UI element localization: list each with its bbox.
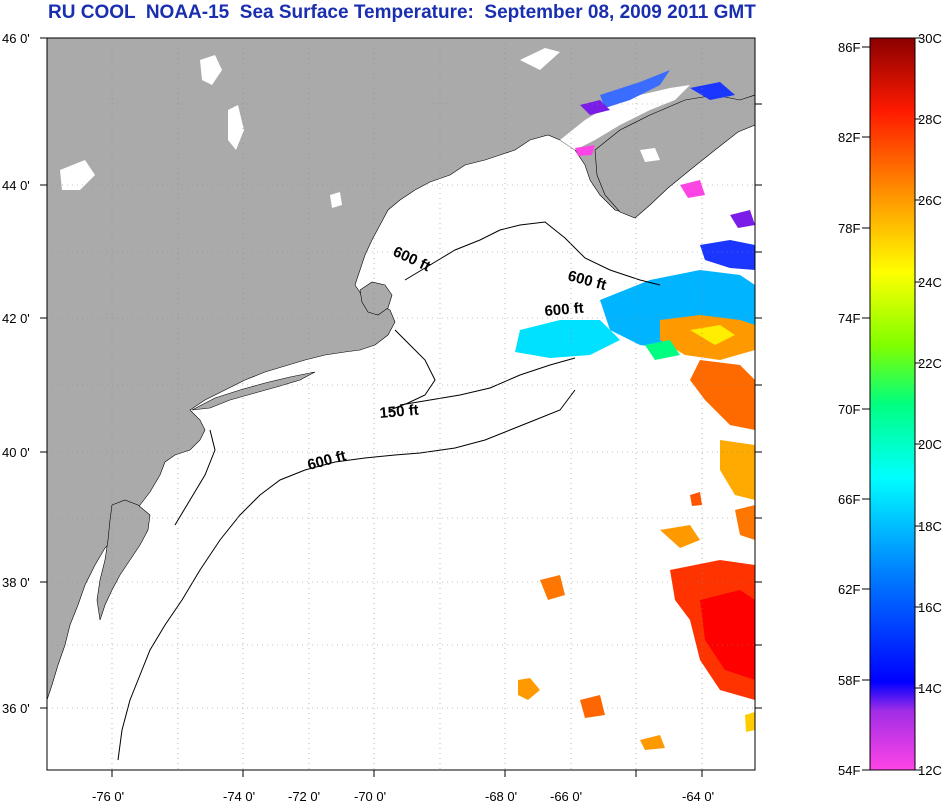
lat-label: 36 0' — [2, 701, 30, 716]
contour-label: 600 ft — [544, 300, 585, 320]
lon-label: -76 0' — [92, 789, 124, 804]
colorbar-ticks — [862, 37, 921, 771]
bay-of-fundy — [560, 85, 690, 150]
lat-label: 42 0' — [2, 311, 30, 326]
map-title: RU COOL NOAA-15 Sea Surface Temperature:… — [48, 2, 756, 23]
lon-label: -64 0' — [682, 789, 714, 804]
colorbar-f-label: 66F — [838, 492, 860, 507]
colorbar-f-label: 74F — [838, 311, 860, 326]
colorbar-f-label: 62F — [838, 582, 860, 597]
colorbar-c-label: 28C — [918, 112, 942, 127]
sst-pixels — [515, 70, 755, 750]
bathymetry-contours — [117, 221, 661, 761]
colorbar-c-label: 24C — [918, 275, 942, 290]
colorbar-c-label: 14C — [918, 681, 942, 696]
colorbar-c-label: 20C — [918, 437, 942, 452]
colorbar-f-label: 86F — [838, 40, 860, 55]
nova-scotia — [594, 94, 755, 219]
delmarva-peninsula — [96, 499, 151, 621]
colorbar-f-label: 70F — [838, 402, 860, 417]
colorbar-c-label: 30C — [918, 31, 942, 46]
lat-label: 38 0' — [2, 575, 30, 590]
colorbar-f-label: 54F — [838, 763, 860, 778]
lon-label: -72 0' — [288, 789, 320, 804]
axis-ticks — [40, 37, 762, 777]
map-frame — [46, 37, 756, 771]
colorbar-c-label: 18C — [918, 519, 942, 534]
lat-label: 44 0' — [2, 178, 30, 193]
lat-label: 46 0' — [2, 31, 30, 46]
graticule — [47, 38, 755, 770]
colorbar — [869, 37, 916, 771]
colorbar-c-label: 12C — [918, 763, 942, 778]
colorbar-c-label: 22C — [918, 356, 942, 371]
colorbar-f-label: 78F — [838, 221, 860, 236]
lon-label: -68 0' — [485, 789, 517, 804]
colorbar-f-label: 58F — [838, 673, 860, 688]
lon-label: -66 0' — [550, 789, 582, 804]
colorbar-c-label: 16C — [918, 600, 942, 615]
cape-cod — [359, 281, 393, 316]
long-island — [191, 371, 316, 411]
colorbar-f-label: 82F — [838, 130, 860, 145]
lat-label: 40 0' — [2, 445, 30, 460]
lon-label: -74 0' — [223, 789, 255, 804]
inland-lakes — [60, 48, 660, 208]
colorbar-c-label: 26C — [918, 193, 942, 208]
lon-label: -70 0' — [354, 789, 386, 804]
contour-label: 150 ft — [379, 402, 420, 422]
